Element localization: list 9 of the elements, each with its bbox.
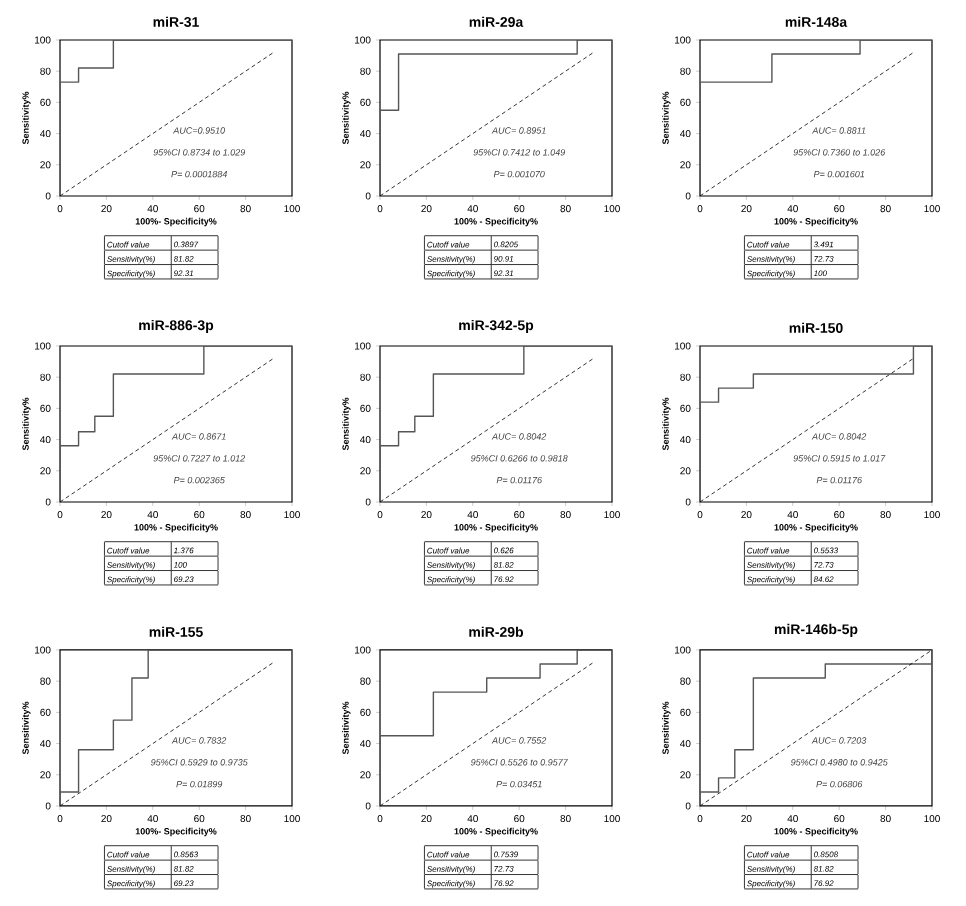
line-series	[380, 649, 612, 806]
line-series	[60, 39, 292, 196]
line-series	[60, 649, 292, 806]
line-series	[60, 345, 292, 502]
line-series	[699, 39, 932, 196]
line-series	[699, 345, 932, 502]
line-series	[699, 649, 932, 806]
line-series	[380, 345, 612, 502]
line-series	[380, 39, 612, 196]
